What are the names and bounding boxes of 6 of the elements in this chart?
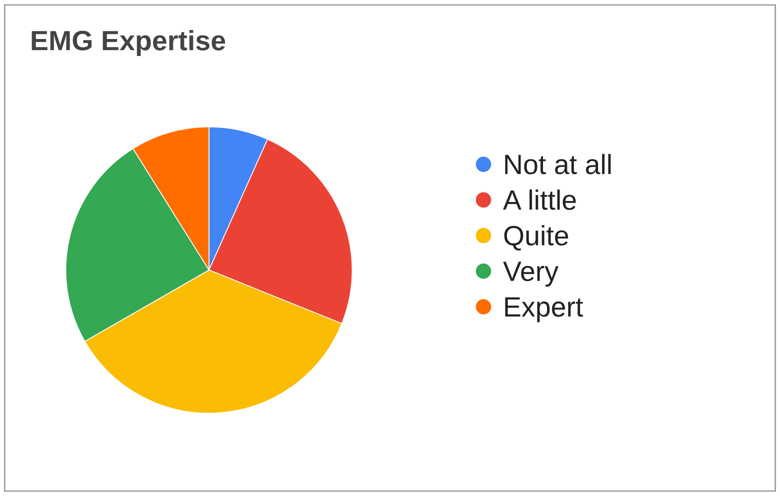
legend-label: Quite xyxy=(504,225,568,251)
legend-label: A little xyxy=(502,190,576,210)
legend-label: Not at all xyxy=(505,154,611,174)
legend-label: Expert xyxy=(505,297,584,322)
chart-title: EMG Expertise xyxy=(32,30,226,56)
legend-label: Very xyxy=(503,262,558,287)
